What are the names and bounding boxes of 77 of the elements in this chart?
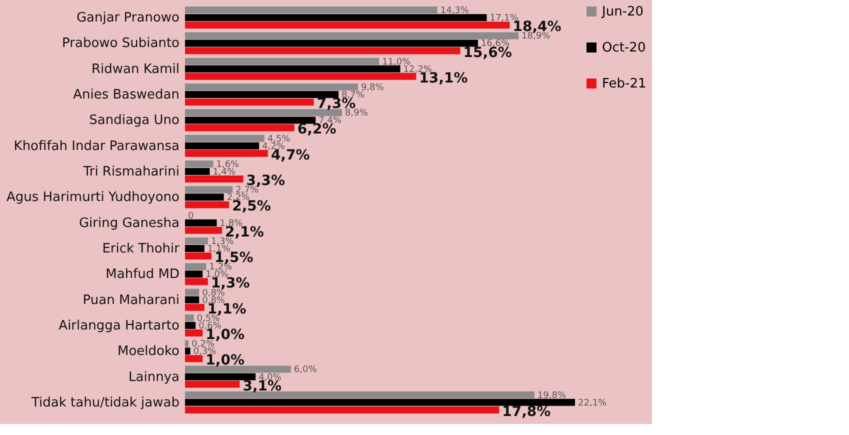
bar [185, 58, 380, 65]
bar [185, 116, 316, 124]
bar [185, 168, 210, 176]
y-tick-label: Ganjar Pranowo [76, 10, 180, 26]
bar [185, 288, 200, 296]
bar [185, 124, 294, 132]
bar [185, 142, 260, 150]
bar [185, 91, 339, 98]
y-tick-label: Prabowo Subianto [62, 36, 180, 52]
data-label: 14,3% [440, 6, 470, 16]
bar [185, 244, 204, 252]
legend-label: Jun-20 [601, 4, 644, 20]
data-label: 0 [188, 211, 194, 222]
bar [185, 373, 256, 380]
bar [185, 176, 244, 183]
bar [185, 22, 510, 29]
y-tick-label: Khofifah Indar Parawansa [14, 138, 180, 154]
bar [185, 355, 203, 362]
bar [185, 340, 189, 348]
bar [185, 98, 314, 106]
y-tick-label: Giring Ganesha [78, 216, 180, 231]
bar [185, 14, 487, 22]
bar [185, 391, 534, 398]
bar [185, 160, 214, 168]
bar [185, 65, 400, 72]
bar [185, 406, 500, 414]
bar [185, 47, 460, 54]
bar [185, 304, 204, 311]
bar [185, 398, 575, 406]
bar [185, 270, 203, 278]
y-tick-label: Agus Harimurti Yudhoyono [6, 190, 180, 206]
bar [185, 40, 478, 47]
y-tick-label: Airlangga Hartarto [58, 318, 180, 334]
bar [185, 6, 438, 14]
bar [185, 380, 240, 388]
data-label: 22,1% [578, 398, 608, 408]
data-label: 8,9% [345, 108, 368, 119]
data-label: 6,0% [294, 365, 318, 376]
y-tick-label: Puan Maharani [82, 292, 180, 308]
data-label: 1,4% [212, 168, 236, 178]
legend-label: Oct-20 [602, 40, 646, 56]
bar [185, 84, 358, 91]
data-label: 17,8% [502, 404, 551, 420]
bar [185, 186, 233, 194]
bar [185, 348, 190, 355]
data-label: 1,0% [206, 352, 244, 369]
y-tick-label: Tri Rismaharini [82, 164, 180, 180]
bar [185, 252, 212, 260]
y-tick-label: Lainnya [128, 370, 180, 385]
bar [185, 263, 206, 270]
bar [185, 109, 342, 116]
bar [185, 150, 268, 157]
legend-label: Feb-21 [602, 76, 646, 92]
bar [185, 134, 264, 142]
data-label: 19,8% [537, 390, 566, 401]
bar [185, 296, 200, 304]
y-tick-label: Anies Baswedan [73, 88, 180, 103]
bar [185, 329, 203, 336]
data-label: 18,9% [522, 32, 551, 42]
data-label: 9,8% [360, 83, 384, 94]
y-tick-label: Ridwan Kamil [91, 62, 180, 77]
y-tick-label: Mahfud MD [106, 267, 180, 282]
y-tick-label: Tidak tahu/tidak jawab [30, 395, 180, 410]
y-tick-label: Sandiaga Uno [89, 113, 180, 128]
y-tick-label: Moeldoko [117, 344, 180, 360]
bar [185, 314, 194, 322]
y-tick-label: Erick Thohir [102, 241, 180, 256]
bar [185, 72, 416, 80]
bar [185, 201, 230, 208]
bar [185, 237, 208, 244]
bar [185, 278, 208, 286]
bar [185, 366, 291, 373]
bar [185, 32, 519, 40]
bar [185, 226, 222, 234]
bar [185, 219, 217, 226]
bar [185, 194, 224, 201]
bar [185, 322, 196, 329]
